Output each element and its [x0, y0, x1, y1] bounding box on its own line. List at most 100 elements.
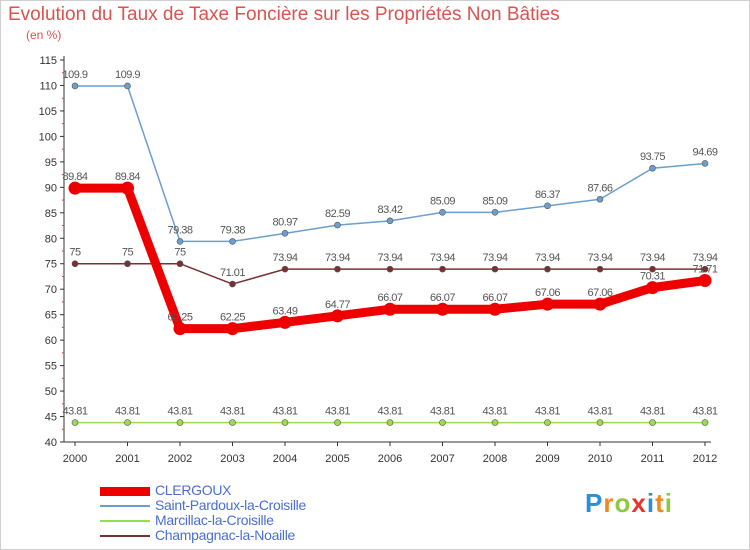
- data-label: 75: [69, 247, 81, 259]
- data-label: 89.84: [115, 171, 140, 183]
- x-tick-label: 2005: [325, 453, 349, 465]
- data-point: [596, 265, 604, 273]
- legend-swatch: [100, 486, 150, 496]
- data-point: [386, 419, 394, 426]
- data-point: [698, 273, 712, 287]
- data-point: [176, 260, 184, 268]
- data-point: [596, 419, 604, 426]
- x-tick-label: 2006: [378, 453, 402, 465]
- data-label: 73.94: [430, 252, 455, 264]
- data-label: 67.06: [587, 287, 612, 299]
- data-label: 66.07: [377, 292, 402, 304]
- data-label: 43.81: [377, 406, 402, 418]
- x-tick-label: 2008: [483, 453, 507, 465]
- data-point: [491, 209, 499, 216]
- data-label: 70.31: [640, 271, 665, 283]
- data-point: [68, 181, 82, 195]
- data-label: 67.06: [535, 287, 560, 299]
- data-label: 73.94: [535, 252, 560, 264]
- data-point: [439, 209, 446, 216]
- data-point: [229, 238, 236, 245]
- data-label: 93.75: [640, 151, 665, 163]
- data-label: 43.81: [535, 406, 560, 418]
- data-point: [386, 265, 394, 273]
- data-label: 73.94: [272, 252, 297, 264]
- y-tick-label: 80: [45, 233, 57, 245]
- data-label: 43.81: [325, 406, 350, 418]
- y-tick-label: 40: [45, 437, 57, 449]
- logo-letter: x: [631, 488, 647, 518]
- data-point: [701, 265, 709, 273]
- data-label: 73.94: [692, 252, 717, 264]
- data-label: 87.66: [587, 182, 612, 194]
- data-point: [544, 265, 551, 273]
- data-point: [491, 419, 499, 426]
- data-point: [121, 181, 134, 195]
- data-label: 43.81: [62, 406, 87, 418]
- y-tick-label: 55: [45, 361, 57, 373]
- data-point: [226, 322, 239, 336]
- x-tick-label: 2003: [220, 453, 244, 465]
- data-label: 73.94: [325, 252, 350, 264]
- legend-label: Marcillac-la-Croisille: [155, 512, 274, 528]
- y-tick-label: 75: [45, 259, 57, 271]
- chart-title: Evolution du Taux de Taxe Foncière sur l…: [8, 4, 560, 25]
- data-point: [176, 238, 184, 245]
- data-point: [593, 297, 607, 311]
- data-label: 43.81: [430, 406, 455, 418]
- data-point: [436, 302, 449, 316]
- proxiti-logo: Proxiti: [585, 488, 673, 519]
- data-label: 63.49: [272, 305, 297, 317]
- data-label: 66.07: [482, 292, 507, 304]
- chart-subtitle: (en %): [26, 28, 62, 42]
- data-label: 43.81: [587, 406, 612, 418]
- x-tick-label: 2007: [430, 453, 454, 465]
- legend-label: Champagnac-la-Noaille: [155, 527, 295, 543]
- data-point: [334, 419, 341, 426]
- data-label: 43.81: [220, 406, 245, 418]
- data-point: [491, 265, 499, 273]
- data-point: [278, 315, 292, 329]
- data-label: 109.9: [115, 69, 140, 81]
- data-label: 75: [122, 247, 134, 259]
- y-tick-label: 70: [45, 284, 57, 296]
- data-point: [331, 309, 344, 323]
- data-point: [544, 202, 551, 210]
- data-point: [649, 265, 656, 273]
- data-label: 43.81: [167, 406, 192, 418]
- logo-letter: P: [585, 488, 604, 518]
- data-label: 62.25: [220, 312, 245, 324]
- data-label: 43.81: [692, 406, 717, 418]
- legend-label: CLERGOUX: [155, 482, 232, 498]
- data-point: [439, 419, 446, 426]
- data-label: 73.94: [482, 252, 507, 264]
- y-tick-label: 110: [39, 80, 57, 92]
- data-point: [383, 302, 397, 316]
- data-point: [701, 419, 709, 426]
- chart-svg: 40 45 50 55 60 65 70 75 80 85 90 95 100 105 110 115 2000…: [39, 55, 719, 465]
- data-label: 82.59: [325, 208, 350, 220]
- data-label: 85.09: [430, 195, 455, 207]
- data-point: [544, 419, 551, 426]
- y-tick-label: 105: [39, 106, 57, 118]
- y-tick-label: 90: [45, 182, 57, 194]
- data-point: [646, 281, 659, 295]
- legend-swatch: [100, 535, 150, 537]
- data-point: [439, 265, 446, 273]
- data-point: [334, 221, 341, 229]
- y-tick-label: 85: [45, 208, 57, 220]
- x-tick-label: 2000: [63, 453, 87, 465]
- y-tick-label: 115: [39, 55, 57, 67]
- x-tick-label: 2011: [641, 453, 665, 465]
- data-label: 73.94: [587, 252, 612, 264]
- data-label: 43.81: [272, 406, 297, 418]
- data-label: 66.07: [430, 292, 455, 304]
- x-tick-label: 2009: [535, 453, 559, 465]
- y-tick-label: 50: [45, 386, 57, 398]
- data-label: 43.81: [115, 406, 140, 418]
- data-point: [71, 419, 79, 426]
- y-tick-label: 95: [45, 157, 57, 169]
- data-label: 89.84: [62, 171, 87, 183]
- data-label: 86.37: [535, 189, 560, 201]
